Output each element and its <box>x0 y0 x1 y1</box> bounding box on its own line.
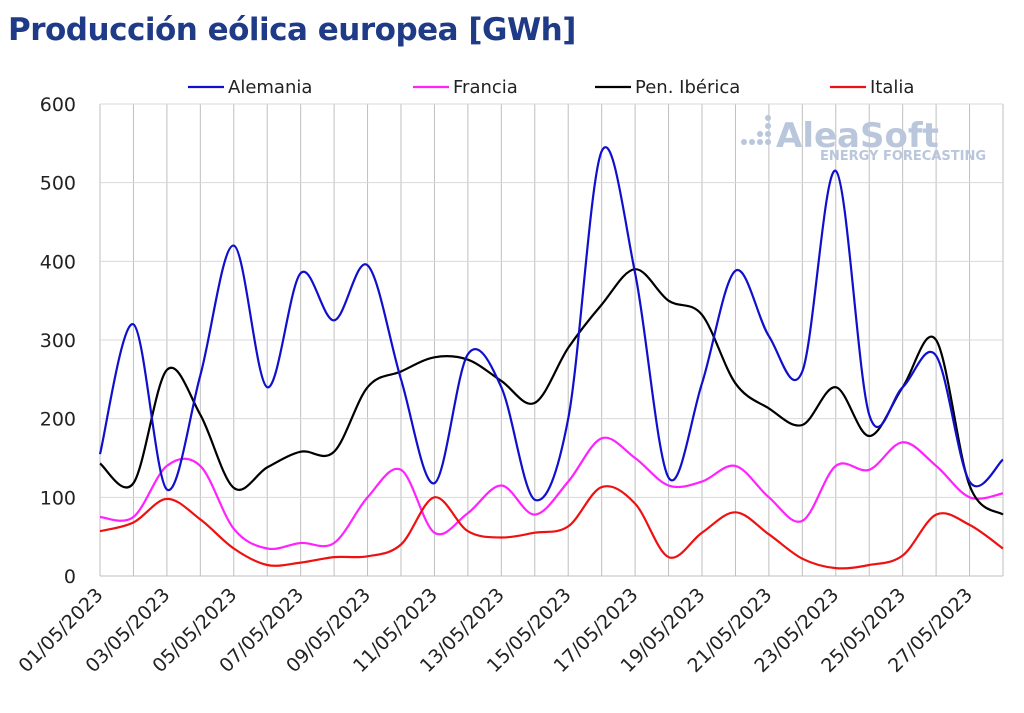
series-line-pen-ib-rica <box>99 268 1004 516</box>
series-lines <box>98 146 1004 570</box>
y-tick-label: 300 <box>40 330 76 352</box>
y-tick-label: 0 <box>64 566 76 588</box>
grid <box>99 103 1004 576</box>
legend-label: Alemania <box>228 77 312 98</box>
aleasoft-watermark: AleaSoft ENERGY FORECASTING <box>741 115 986 164</box>
chart-title: Producción eólica europea [GWh] <box>8 12 576 48</box>
legend: Alemania Francia Pen. Ibérica Italia <box>188 77 914 98</box>
watermark-tagline: ENERGY FORECASTING <box>820 149 986 164</box>
y-tick-label: 400 <box>40 251 76 273</box>
legend-label: Francia <box>453 77 518 98</box>
axes: 010020030040050060001/05/202303/05/20230… <box>15 94 1003 677</box>
series-line-francia <box>99 436 1004 551</box>
y-tick-label: 500 <box>40 173 76 195</box>
series-line-italia <box>99 485 1004 570</box>
legend-label: Pen. Ibérica <box>635 77 740 98</box>
series-line-alemania <box>98 146 1004 502</box>
y-tick-label: 600 <box>40 94 76 116</box>
y-tick-label: 100 <box>40 487 76 509</box>
watermark-brand: AleaSoft <box>776 116 939 156</box>
aleasoft-logo-icon <box>741 115 771 145</box>
y-tick-label: 200 <box>40 409 76 431</box>
legend-label: Italia <box>870 77 914 98</box>
